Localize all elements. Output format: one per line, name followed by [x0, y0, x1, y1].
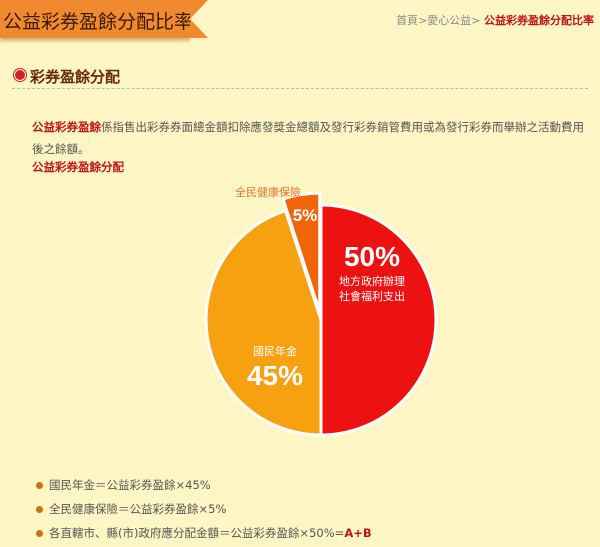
formula-text: 全民健康保險＝公益彩券盈餘×5%	[49, 502, 227, 516]
description-term: 公益彩券盈餘	[32, 120, 101, 134]
bullet-icon	[36, 530, 43, 537]
breadcrumb-current: 公益彩券盈餘分配比率	[484, 14, 594, 27]
slice-health-insurance	[281, 191, 322, 313]
formula-a: A	[344, 526, 354, 540]
formula-plus: +	[353, 526, 363, 540]
value-label-50: 50%	[344, 241, 400, 272]
section-title: 彩券盈餘分配	[30, 68, 121, 86]
formula-b: B	[362, 526, 372, 540]
breadcrumb-parent[interactable]: 愛心公益	[427, 14, 472, 27]
breadcrumb-sep: >	[471, 14, 481, 27]
divider	[12, 88, 588, 89]
subheading: 公益彩券盈餘分配	[32, 160, 124, 174]
slice-label-local-gov: 地方政府辦理	[339, 274, 405, 288]
slice-local-gov	[319, 203, 438, 437]
bullet-circle-icon	[14, 69, 26, 81]
slice-label-pension: 國民年金	[253, 344, 297, 358]
slice-national-pension	[204, 208, 323, 437]
breadcrumb: 首頁>愛心公益> 公益彩券盈餘分配比率	[396, 12, 594, 28]
slice-label-local-gov: 社會福利支出	[339, 289, 405, 303]
page-title: 公益彩券盈餘分配比率	[3, 11, 194, 33]
formula-item: 全民健康保險＝公益彩券盈餘×5%	[36, 499, 372, 523]
bullet-icon	[36, 482, 43, 489]
formula-item: 各直轄市、縣(市)政府應分配金額＝公益彩券盈餘×50%=A+B	[36, 523, 372, 547]
section-heading: 彩券盈餘分配	[14, 66, 120, 87]
page-banner: 公益彩券盈餘分配比率	[0, 0, 208, 38]
breadcrumb-sep: >	[418, 14, 428, 27]
slice-label-health: 全民健康保險	[235, 185, 301, 199]
bullet-icon	[36, 506, 43, 513]
formula-item: 國民年金＝公益彩券盈餘×45%	[36, 475, 372, 499]
formula-text: 各直轄市、縣(市)政府應分配金額＝公益彩券盈餘×50%=	[49, 526, 345, 540]
description-text: 係指售出彩券券面總金額扣除應發獎金總額及發行彩券銷管費用或為發行彩券而舉辦之活動…	[32, 120, 584, 156]
formula-text: 國民年金＝公益彩券盈餘×45%	[49, 478, 211, 492]
value-label-45: 45%	[247, 360, 303, 391]
formula-list: 國民年金＝公益彩券盈餘×45% 全民健康保險＝公益彩券盈餘×5% 各直轄市、縣(…	[36, 475, 372, 547]
value-label-5: 5%	[293, 206, 318, 225]
description: 公益彩券盈餘係指售出彩券券面總金額扣除應發獎金總額及發行彩券銷管費用或為發行彩券…	[32, 116, 587, 160]
breadcrumb-home[interactable]: 首頁	[396, 14, 419, 27]
